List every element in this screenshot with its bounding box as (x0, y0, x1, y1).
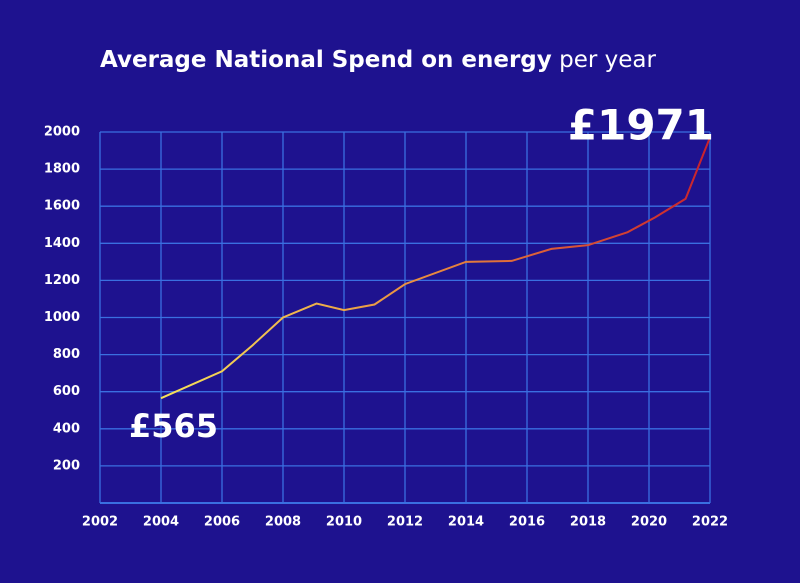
title-main: Average National Spend on energy (100, 47, 552, 73)
y-tick-label: 200 (53, 458, 80, 473)
value-label: £565 (129, 407, 218, 445)
x-tick-label: 2002 (82, 515, 118, 530)
y-tick-label: 1200 (44, 273, 80, 288)
y-tick-label: 2000 (44, 125, 80, 140)
y-tick-label: 1800 (44, 162, 80, 177)
y-tick-label: 400 (53, 421, 80, 436)
x-tick-label: 2016 (509, 515, 545, 530)
chart-title: Average National Spend on energy per yea… (100, 47, 656, 73)
value-label: £1971 (568, 101, 714, 150)
x-tick-label: 2018 (570, 515, 606, 530)
title-suffix: per year (559, 47, 656, 73)
data-line (160, 137, 711, 400)
x-tick-label: 2004 (143, 515, 179, 530)
y-tick-label: 600 (53, 384, 80, 399)
y-tick-label: 1000 (44, 310, 80, 325)
x-tick-label: 2012 (387, 515, 423, 530)
x-tick-label: 2022 (692, 515, 728, 530)
y-tick-label: 1600 (44, 199, 80, 214)
y-tick-label: 1400 (44, 236, 80, 251)
x-tick-label: 2020 (631, 515, 667, 530)
x-tick-label: 2010 (326, 515, 362, 530)
y-tick-label: 800 (53, 347, 80, 362)
x-tick-label: 2008 (265, 515, 301, 530)
x-tick-label: 2006 (204, 515, 240, 530)
x-tick-label: 2014 (448, 515, 484, 530)
